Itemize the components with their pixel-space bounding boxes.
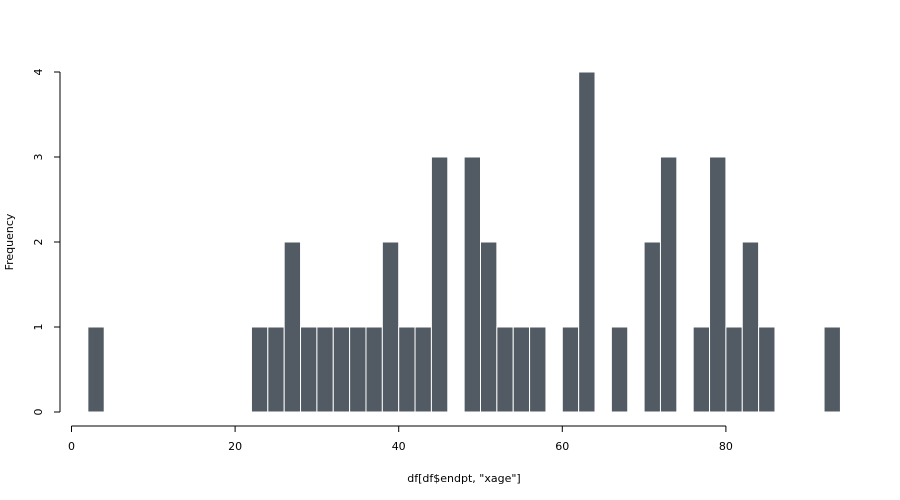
histogram-bar xyxy=(283,241,302,413)
histogram-bar xyxy=(250,326,269,413)
x-tick-label: 60 xyxy=(555,440,569,453)
y-tick-label: 4 xyxy=(32,69,45,76)
histogram-bar xyxy=(512,326,531,413)
histogram-bar xyxy=(709,156,727,413)
histogram-bar xyxy=(349,326,367,413)
bars-group xyxy=(87,71,841,413)
y-tick-label: 2 xyxy=(32,239,45,246)
histogram-bar xyxy=(300,326,318,413)
y-tick-label: 0 xyxy=(32,409,45,416)
histogram-bar xyxy=(332,326,351,413)
histogram-bar xyxy=(725,326,743,413)
x-axis-title: df[df$endpt, "xage"] xyxy=(407,472,520,485)
histogram-bar xyxy=(480,241,498,413)
histogram-bar xyxy=(398,326,416,413)
histogram-bar xyxy=(529,326,547,413)
y-axis-title: Frequency xyxy=(3,213,16,270)
histogram-bar xyxy=(578,71,596,413)
y-axis-ticks: 0 1 2 3 4 xyxy=(32,69,60,416)
histogram-bar xyxy=(561,326,580,413)
histogram-bar xyxy=(414,326,432,413)
histogram-bar xyxy=(381,241,400,413)
histogram-bar xyxy=(643,241,661,413)
histogram-bar xyxy=(610,326,629,413)
y-tick-label: 1 xyxy=(32,324,45,331)
histogram-bar xyxy=(316,326,334,413)
histogram-bar xyxy=(430,156,449,413)
x-tick-label: 80 xyxy=(719,440,733,453)
histogram-bar xyxy=(463,156,482,413)
y-tick-label: 3 xyxy=(32,154,45,161)
histogram-bar xyxy=(365,326,383,413)
histogram-bar xyxy=(692,326,711,413)
histogram-bar xyxy=(659,156,678,413)
histogram-bar xyxy=(823,326,841,413)
x-tick-label: 0 xyxy=(68,440,75,453)
x-axis-ticks: 0 20 40 60 80 xyxy=(68,426,733,453)
x-tick-label: 40 xyxy=(392,440,406,453)
histogram-bar xyxy=(758,326,776,413)
histogram-bar xyxy=(741,241,760,413)
histogram-bar xyxy=(87,326,105,413)
x-tick-label: 20 xyxy=(228,440,242,453)
histogram-bar xyxy=(496,326,514,413)
histogram-bar xyxy=(267,326,285,413)
